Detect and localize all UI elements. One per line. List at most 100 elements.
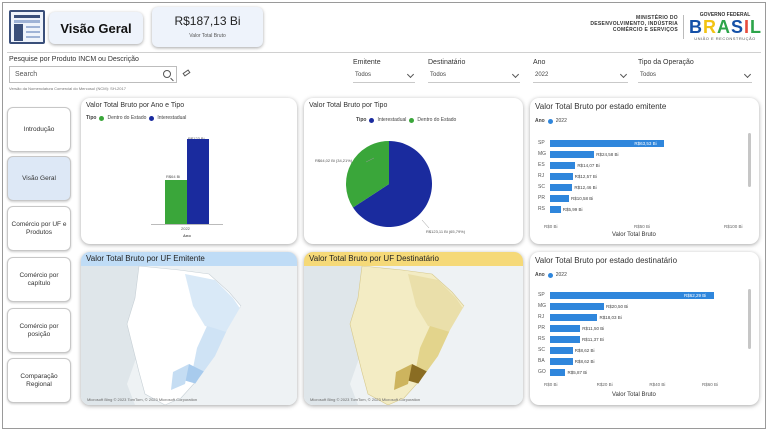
bar-value-label: R$12,46 Bi (574, 185, 597, 190)
nav-introducao[interactable]: Introdução (7, 107, 71, 152)
bar-sp[interactable] (550, 292, 715, 299)
legend-title: Tipo (356, 117, 367, 123)
bar-value-label: R$10,58 Bi (571, 196, 594, 201)
scrollbar[interactable] (748, 289, 751, 349)
legend-item-inter: Interestadual (157, 115, 187, 121)
chart-title: Valor Total Bruto por estado destinatári… (535, 256, 678, 265)
map-card-uf-emitente[interactable]: Valor Total Bruto por UF Emitente Micros… (81, 252, 297, 405)
legend-item-inter: Interestadual (377, 117, 407, 123)
search-label: Pesquise por Produto INCM ou Descrição (9, 56, 139, 63)
category-label: SC (538, 184, 545, 190)
category-label: SP (538, 292, 545, 298)
x-axis-line (151, 224, 223, 225)
nav-comercio-capitulo[interactable]: Comércio por capítulo (7, 257, 71, 302)
bar-interestadual (187, 138, 209, 224)
kpi-card-total: R$187,13 Bi Valor Total Bruto (152, 7, 263, 47)
map-title: Valor Total Bruto por UF Destinatário (304, 252, 523, 266)
map-card-uf-destinatario[interactable]: Valor Total Bruto por UF Destinatário Mi… (304, 252, 523, 405)
header: Visão Geral R$187,13 Bi Valor Total Brut… (3, 3, 765, 51)
legend-dot-inter (149, 115, 155, 121)
header-divider-line (7, 52, 761, 53)
bar-ba[interactable] (550, 358, 573, 365)
ncm-version-note: Versão da Nomenclatura Comercial do Merc… (9, 86, 126, 91)
gov-sub-label: UNIÃO E RECONSTRUÇÃO (694, 36, 756, 41)
emitente-label: Emitente (353, 59, 381, 66)
bar-rs[interactable] (550, 336, 580, 343)
chart-legend: Ano 2022 (535, 272, 567, 278)
scrollbar[interactable] (748, 133, 751, 187)
category-label: RS (538, 336, 545, 342)
bar-sc[interactable] (550, 347, 573, 354)
tipo-operacao-value: Todos (640, 72, 657, 78)
emitente-dropdown[interactable]: Todos (353, 69, 415, 83)
bar-value-label: R$20,50 Bi (605, 304, 629, 309)
bar-value-label: R$18,03 Bi (599, 315, 622, 320)
category-label: SC (538, 347, 545, 353)
bar-pr[interactable] (550, 325, 581, 332)
bar-value-label: R$62,29 Bi (684, 293, 707, 298)
chart-card-por-tipo: Valor Total Bruto por Tipo Tipo Interest… (304, 98, 523, 244)
nav-comercio-uf-produtos[interactable]: Comércio por UF e Produtos (7, 206, 71, 251)
map-uf-destinatario[interactable] (304, 252, 523, 405)
category-label: PR (538, 325, 545, 331)
bar-sp[interactable] (550, 140, 665, 147)
x-tick-label: R$0 Bi (544, 224, 558, 229)
gov-top-label: GOVERNO FEDERAL (699, 12, 751, 18)
map-uf-emitente[interactable] (81, 252, 297, 405)
chart-title: Valor Total Bruto por estado emitente (535, 102, 667, 111)
bar-rj[interactable] (550, 314, 598, 321)
destinatario-dropdown[interactable]: Todos (428, 69, 520, 83)
chevron-down-icon (511, 70, 520, 79)
destinatario-label: Destinatário (428, 59, 466, 66)
category-label: RJ (538, 314, 545, 320)
ministry-line-2: DESENVOLVIMENTO, INDÚSTRIA (590, 21, 678, 27)
tipo-operacao-dropdown[interactable]: Todos (638, 69, 752, 83)
legend-title: Ano (535, 118, 545, 124)
brasil-wordmark: BRASIL (689, 17, 763, 37)
bar-value-label: R$11,50 Bi (582, 326, 605, 331)
bar-rs[interactable] (550, 206, 561, 213)
x-tick-label: R$50 Bi (634, 224, 651, 229)
category-label: ES (538, 162, 545, 168)
search-input[interactable]: Search (9, 66, 177, 83)
nav-comparacao-regional[interactable]: Comparação Regional (7, 358, 71, 403)
legend-dot-dentro (409, 117, 415, 123)
bar-es[interactable] (550, 162, 576, 169)
category-label: MG (538, 151, 547, 157)
category-label: GO (538, 369, 546, 375)
chart-card-estado-emitente: Valor Total Bruto por estado emitente An… (530, 98, 759, 244)
bar-mg[interactable] (550, 151, 595, 158)
ano-dropdown[interactable]: 2022 (533, 69, 628, 83)
map-attribution: Microsoft Bing © 2023 TomTom, © 2023 Mic… (310, 397, 421, 402)
chart-legend: Tipo Interestadual Dentro do Estado (356, 117, 456, 123)
legend-item-dentro: Dentro do Estado (107, 115, 147, 121)
report-document-icon (9, 10, 45, 44)
legend-title: Ano (535, 272, 545, 278)
gov-brasil-logo: GOVERNO FEDERAL BRASIL UNIÃO E RECONSTRU… (689, 12, 761, 46)
kpi-label: Valor Total Bruto (189, 33, 226, 39)
chart-card-estado-destinatario: Valor Total Bruto por estado destinatári… (530, 252, 759, 405)
chart-title: Valor Total Bruto por Tipo (309, 102, 388, 109)
pie-chart (346, 141, 432, 229)
bar-rj[interactable] (550, 173, 573, 180)
pie-slice-interestadual[interactable] (353, 141, 432, 227)
bar-value-label: R$24,58 Bi (596, 152, 619, 157)
bar-go[interactable] (550, 369, 566, 376)
legend-item-dentro: Dentro do Estado (417, 117, 457, 123)
pie-slice-dentro-estado[interactable] (346, 141, 389, 208)
kpi-value: R$187,13 Bi (174, 14, 241, 28)
x-tick-label: R$0 Bi (544, 382, 558, 387)
bar-label-dentro: R$64 Bi (166, 174, 181, 179)
x-tick: 2022 (181, 226, 190, 231)
bar-mg[interactable] (550, 303, 604, 310)
nav-comercio-posicao[interactable]: Comércio por posição (7, 308, 71, 353)
nav-visao-geral[interactable]: Visão Geral (7, 156, 71, 201)
bar-sc[interactable] (550, 184, 573, 191)
legend-dot-inter (369, 117, 375, 123)
search-icon[interactable] (163, 70, 171, 78)
eraser-icon[interactable] (182, 69, 191, 77)
category-label: PR (538, 195, 545, 201)
bar-value-label: R$5,99 Bi (562, 207, 583, 212)
bar-pr[interactable] (550, 195, 570, 202)
